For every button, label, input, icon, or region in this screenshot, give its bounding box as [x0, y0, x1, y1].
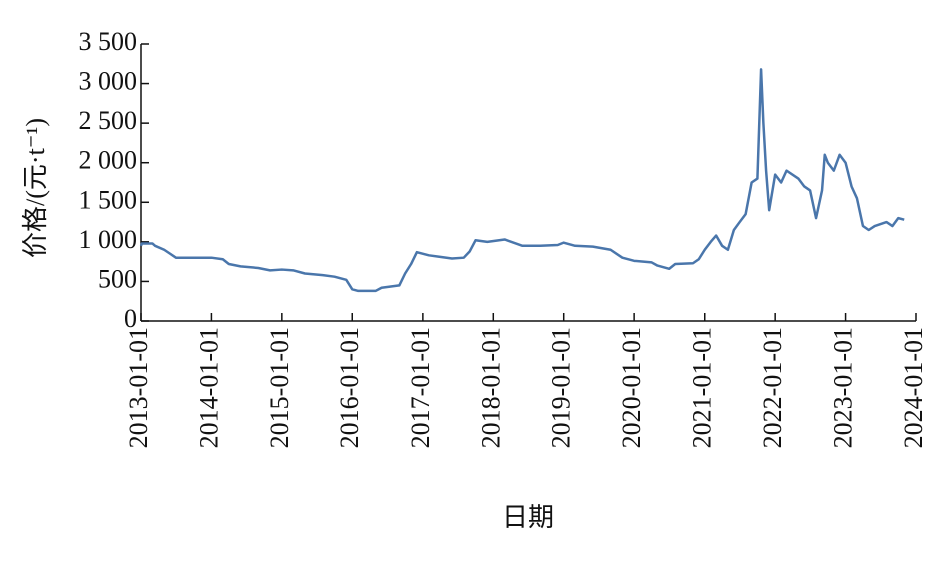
y-tick-label: 500 — [98, 264, 137, 293]
price-line — [139, 68, 905, 293]
y-tick-label: 3 500 — [79, 27, 138, 56]
x-tick-label: 2018-01-01 — [476, 327, 505, 448]
x-tick-label: 2014-01-01 — [194, 327, 223, 448]
x-tick-label: 2013-01-01 — [124, 327, 153, 448]
y-tick-label: 2 500 — [79, 106, 138, 135]
y-tick-label: 0 — [124, 304, 137, 333]
x-tick-label: 2024-01-01 — [899, 327, 928, 448]
x-tick-label: 2017-01-01 — [406, 327, 435, 448]
x-tick-label: 2021-01-01 — [688, 327, 717, 448]
x-tick-label: 2023-01-01 — [829, 327, 858, 448]
y-tick-label: 2 000 — [79, 146, 138, 175]
x-tick-label: 2019-01-01 — [547, 327, 576, 448]
x-axis-label: 日期 — [502, 503, 554, 532]
x-tick-label: 2016-01-01 — [335, 327, 364, 448]
x-tick-label: 2020-01-01 — [617, 327, 646, 448]
x-tick-label: 2022-01-01 — [758, 327, 787, 448]
y-axis-label: 价格/(元·t⁻¹) — [21, 118, 50, 258]
y-tick-label: 1 000 — [79, 225, 138, 254]
y-tick-label: 1 500 — [79, 185, 138, 214]
y-tick-label: 3 000 — [79, 67, 138, 96]
x-tick-label: 2015-01-01 — [265, 327, 294, 448]
